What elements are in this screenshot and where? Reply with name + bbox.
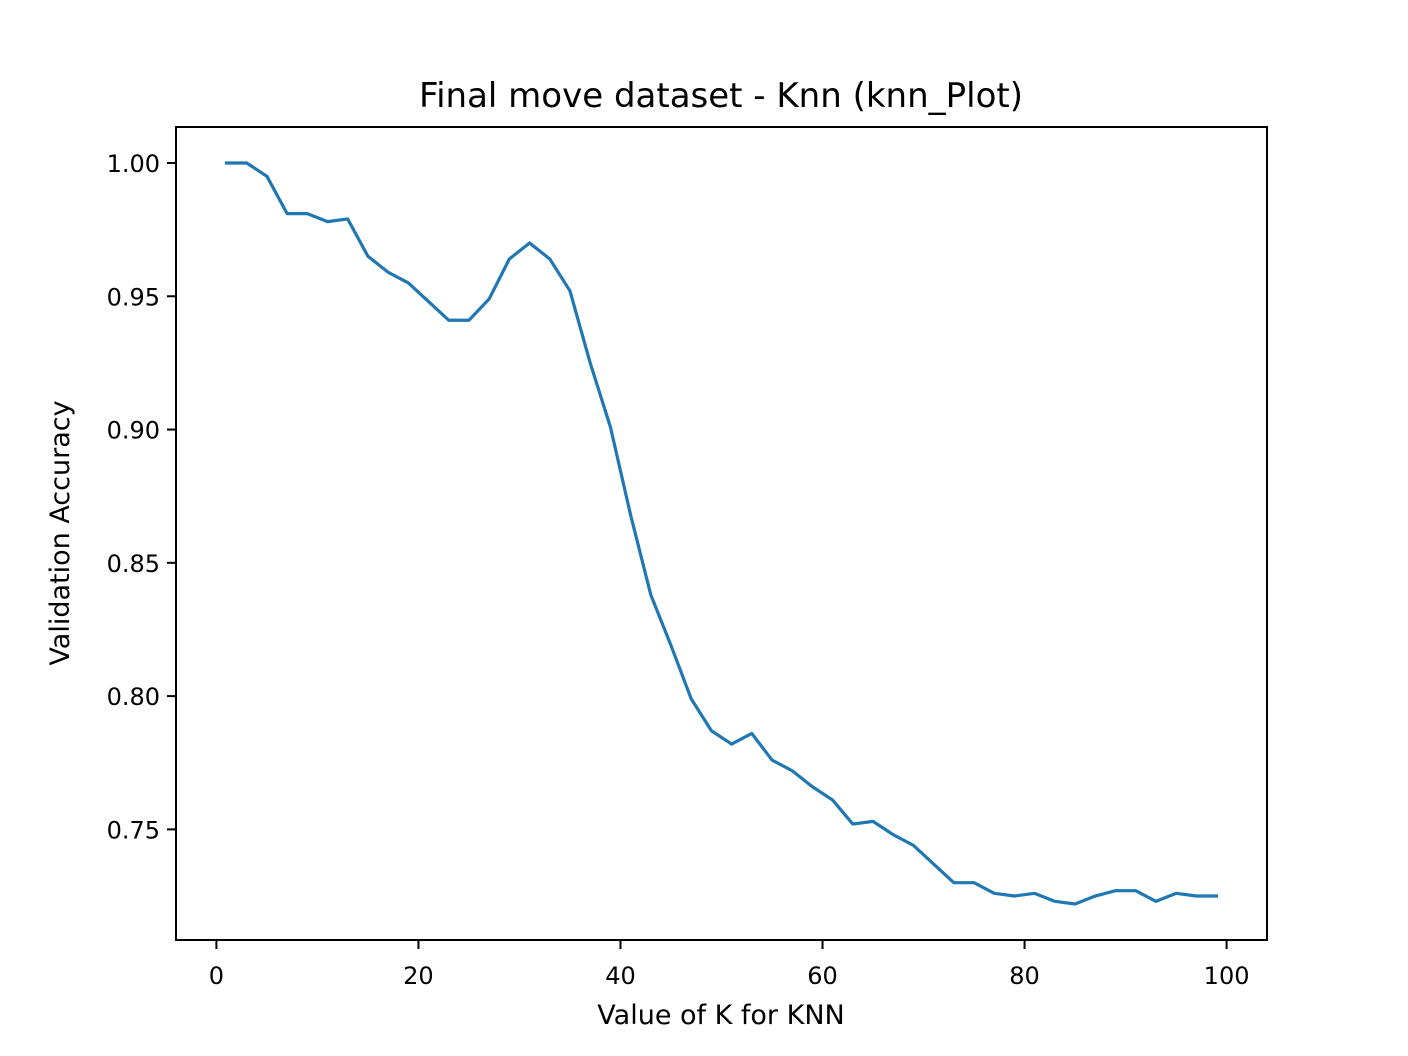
x-tick-label: 0 <box>209 962 224 990</box>
y-tick-label: 0.90 <box>107 417 160 445</box>
x-tick-label: 20 <box>403 962 434 990</box>
x-tick-label: 80 <box>1009 962 1040 990</box>
y-axis: 0.75 0.80 0.85 0.90 0.95 1.00 <box>107 150 176 844</box>
x-tick-label: 100 <box>1204 962 1250 990</box>
y-tick-label: 0.80 <box>107 683 160 711</box>
x-tick-label: 60 <box>807 962 838 990</box>
x-tick-label: 40 <box>605 962 636 990</box>
x-axis: 0 20 40 60 80 100 <box>209 940 1250 990</box>
chart-title: Final move dataset - Knn (knn_Plot) <box>419 76 1023 116</box>
y-tick-label: 0.85 <box>107 550 160 578</box>
y-tick-label: 0.95 <box>107 283 160 311</box>
y-tick-label: 1.00 <box>107 150 160 178</box>
x-axis-label: Value of K for KNN <box>597 1000 844 1031</box>
series-line <box>224 161 1219 906</box>
y-tick-label: 0.75 <box>107 816 160 844</box>
plot-frame <box>175 126 1268 941</box>
y-axis-label: Validation Accuracy <box>45 400 76 665</box>
